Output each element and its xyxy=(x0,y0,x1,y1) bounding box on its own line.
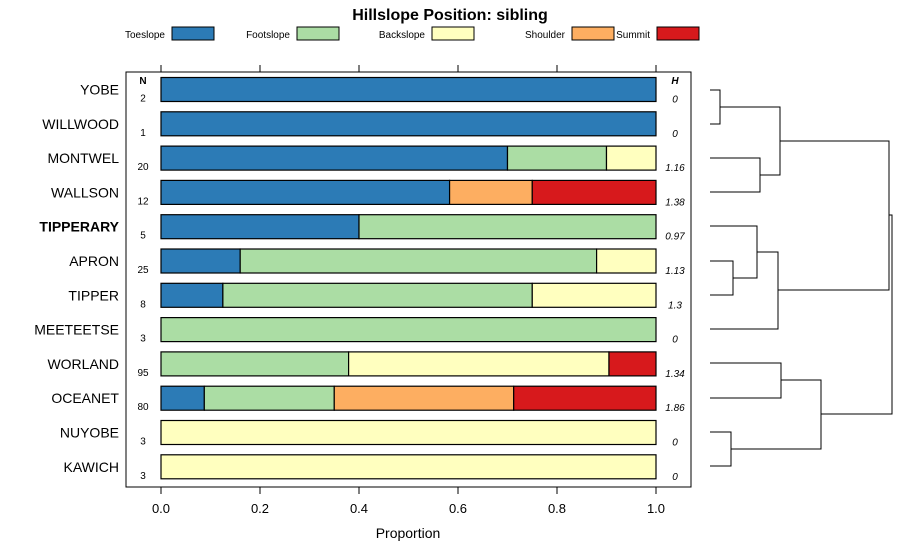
dendrogram-branch xyxy=(778,140,890,291)
row-label: NUYOBE xyxy=(60,425,119,441)
h-column-header: H xyxy=(671,76,679,87)
bar-segment xyxy=(531,282,657,308)
n-column-header: N xyxy=(139,76,146,87)
bar-segment xyxy=(333,385,515,411)
row-h-value: 0 xyxy=(672,129,678,140)
bar-segment xyxy=(348,351,610,377)
bar-segment xyxy=(222,282,533,308)
legend-label: Backslope xyxy=(379,30,426,41)
row-n-value: 3 xyxy=(140,437,146,448)
bar-segment xyxy=(160,351,350,377)
bar-segment xyxy=(160,454,657,480)
dendrogram-branch xyxy=(710,157,761,193)
x-tick-label: 0.2 xyxy=(251,501,269,516)
row-label: OCEANET xyxy=(51,390,119,406)
bar-segment xyxy=(160,385,205,411)
row-h-value: 0 xyxy=(672,335,678,346)
x-axis: 0.0 0.2 0.4 0.6 0.8 1.0 xyxy=(152,487,665,516)
bar-segment xyxy=(160,76,657,103)
legend-swatch xyxy=(431,26,475,41)
row-label: YOBE xyxy=(80,82,119,98)
legend-label: Footslope xyxy=(246,30,290,41)
legend: Toeslope Footslope Backslope Shoulder Summit xyxy=(125,26,700,41)
dendrogram-branch xyxy=(710,89,721,125)
row-n-value: 5 xyxy=(140,231,146,242)
row-label: TIPPERARY xyxy=(39,219,119,235)
bar-segment xyxy=(513,385,657,411)
legend-label: Summit xyxy=(616,30,650,41)
row-h-value: 1.86 xyxy=(665,403,685,414)
row-n-value: 80 xyxy=(137,402,149,413)
dendrogram-branch xyxy=(720,106,781,176)
bar-segment xyxy=(506,145,608,171)
row-h-value: 1.3 xyxy=(668,300,682,311)
dendrogram-branch xyxy=(710,260,734,296)
row-h-value: 1.34 xyxy=(665,369,685,380)
legend-swatch xyxy=(656,26,700,41)
row-n-value: 12 xyxy=(137,196,149,207)
bar-segment xyxy=(531,179,657,205)
bar-segment xyxy=(160,317,657,343)
row-label: APRON xyxy=(69,253,119,269)
x-tick-label: 0.4 xyxy=(350,501,368,516)
row-h-value: 0 xyxy=(672,472,678,483)
dendrogram-branch xyxy=(710,362,782,399)
bar-segment xyxy=(239,248,598,274)
x-tick-label: 0.6 xyxy=(449,501,467,516)
top-axis-ticks xyxy=(160,65,657,72)
x-tick-label: 1.0 xyxy=(647,501,665,516)
row-n-value: 25 xyxy=(137,265,149,276)
row-n-value: 8 xyxy=(140,299,146,310)
bar-segment xyxy=(448,179,533,205)
chart-title: Hillslope Position: sibling xyxy=(352,7,548,24)
row-label: WILLWOOD xyxy=(42,116,119,132)
row-label: KAWICH xyxy=(64,459,119,475)
row-h-value: 1.38 xyxy=(665,197,685,208)
bar-segment xyxy=(203,385,335,411)
dendrogram-branch xyxy=(710,251,779,330)
row-label: WORLAND xyxy=(47,356,119,372)
dendrogram-branch xyxy=(731,379,822,450)
row-n-value: 3 xyxy=(140,334,146,345)
bar-segment xyxy=(160,179,451,205)
x-axis-title: Proportion xyxy=(376,525,441,541)
bar-segment xyxy=(595,248,657,274)
row-n-value: 95 xyxy=(137,368,149,379)
row-n-value: 2 xyxy=(140,94,146,105)
legend-swatch xyxy=(171,26,215,41)
bar-segment xyxy=(358,214,657,240)
bar-segment xyxy=(160,419,657,446)
bar-segment xyxy=(160,282,224,308)
dendrogram-branch xyxy=(821,214,893,415)
legend-label: Toeslope xyxy=(125,30,165,41)
dendrogram xyxy=(710,89,893,467)
row-h-value: 0.97 xyxy=(665,232,685,243)
row-h-value: 1.16 xyxy=(665,163,685,174)
x-tick-label: 0.8 xyxy=(548,501,566,516)
bar-segment xyxy=(608,351,657,377)
row-label: MONTWEL xyxy=(47,150,119,166)
bar-segment xyxy=(160,248,241,274)
legend-swatch xyxy=(571,26,615,41)
dendrogram-branch xyxy=(710,431,732,467)
row-h-value: 0 xyxy=(672,438,678,449)
legend-label: Shoulder xyxy=(525,30,566,41)
plot-panel xyxy=(125,71,692,488)
bar-segment xyxy=(160,214,360,240)
row-n-value: 1 xyxy=(140,128,146,139)
x-tick-label: 0.0 xyxy=(152,501,170,516)
row-n-value: 20 xyxy=(137,162,149,173)
row-label: TIPPER xyxy=(68,287,119,303)
row-n-value: 3 xyxy=(140,471,146,482)
bar-segment xyxy=(160,111,657,137)
legend-swatch xyxy=(296,26,340,41)
row-h-value: 1.13 xyxy=(665,266,685,277)
row-label: MEETEETSE xyxy=(34,322,119,338)
row-label: WALLSON xyxy=(51,184,119,200)
bar-segment xyxy=(605,145,657,171)
row-h-value: 0 xyxy=(672,95,678,106)
bar-segment xyxy=(160,145,509,171)
